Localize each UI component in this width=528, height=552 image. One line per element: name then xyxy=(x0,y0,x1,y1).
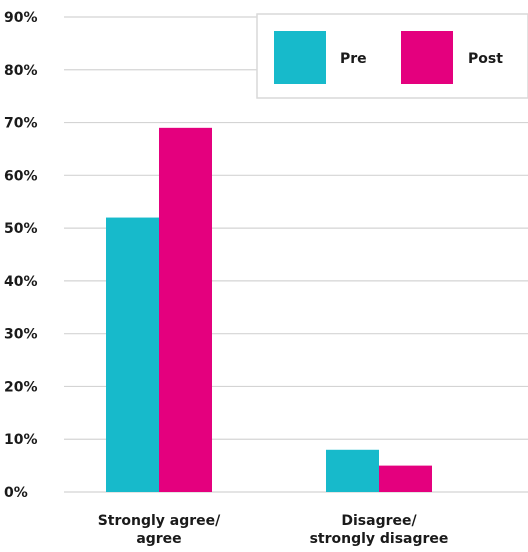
legend-label-post: Post xyxy=(468,51,503,67)
x-axis: Strongly agree/agree Disagree/strongly di… xyxy=(98,513,449,547)
bar-post-1 xyxy=(379,465,432,492)
y-tick-label: 80% xyxy=(4,63,38,79)
y-axis: 0% 10% 20% 30% 40% 50% 60% 70% 80% 90% xyxy=(4,10,38,501)
legend-swatch-post xyxy=(401,31,453,84)
bar-pre-0 xyxy=(106,217,159,493)
legend-label-pre: Pre xyxy=(340,51,367,67)
y-tick-label: 50% xyxy=(4,221,38,237)
legend: Pre Post xyxy=(256,13,528,99)
y-tick-label: 30% xyxy=(4,327,38,343)
bars xyxy=(106,127,432,493)
y-tick-label: 90% xyxy=(4,10,38,26)
x-tick-label: Disagree/ xyxy=(341,513,417,529)
x-tick-label: strongly disagree xyxy=(310,531,449,547)
y-tick-label: 10% xyxy=(4,432,38,448)
y-tick-label: 20% xyxy=(4,379,38,395)
y-tick-label: 0% xyxy=(4,485,28,501)
legend-box xyxy=(256,13,528,99)
x-tick-label: Strongly agree/ xyxy=(98,513,221,529)
bar-pre-1 xyxy=(326,449,379,492)
legend-swatch-pre xyxy=(274,31,326,84)
bar-post-0 xyxy=(159,127,212,492)
y-tick-label: 70% xyxy=(4,116,38,132)
y-tick-label: 40% xyxy=(4,274,38,290)
x-tick-label: agree xyxy=(136,531,181,547)
y-tick-label: 60% xyxy=(4,168,38,184)
